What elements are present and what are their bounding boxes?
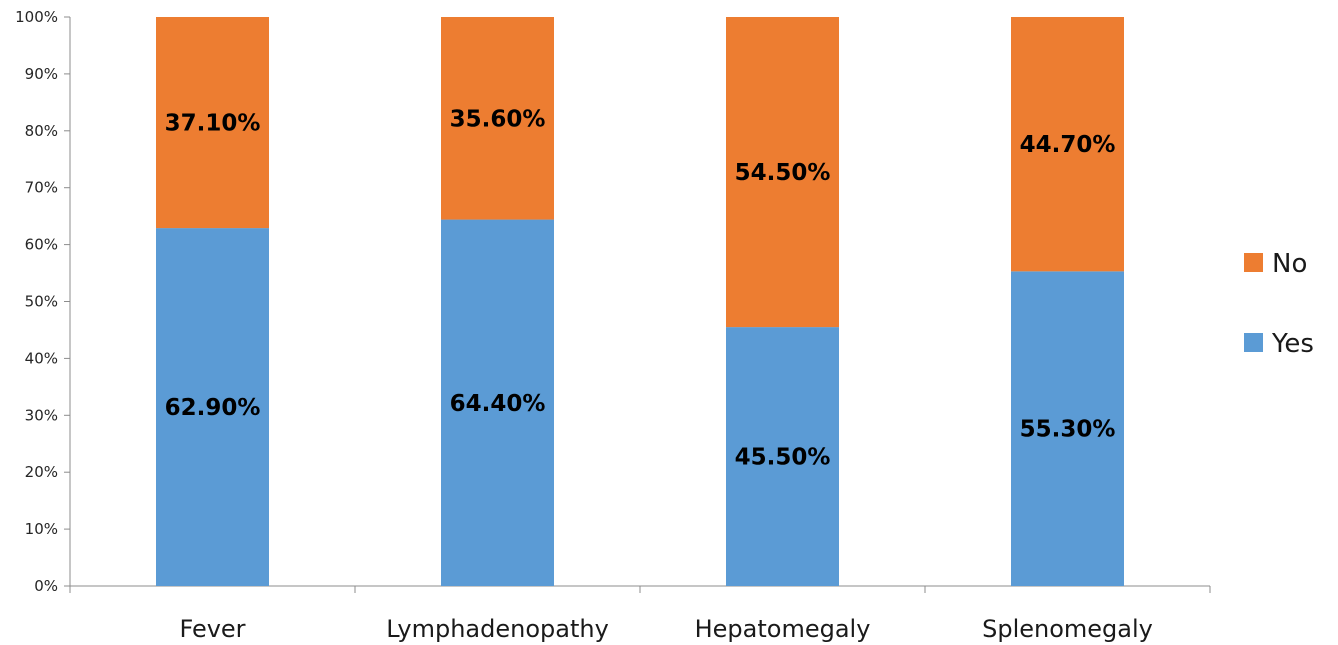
- data-label-no: 35.60%: [450, 106, 546, 132]
- bar-no-hepatomegaly: [726, 17, 839, 328]
- bars: [156, 17, 1124, 586]
- y-tick-label: 10%: [25, 520, 58, 538]
- legend: No Yes: [1244, 249, 1314, 359]
- legend-swatch-yes: [1244, 333, 1263, 352]
- bar-no-fever: [156, 17, 269, 229]
- x-category-label: Splenomegaly: [982, 615, 1153, 643]
- y-tick-label: 40%: [25, 349, 58, 367]
- data-labels: 62.90% 37.10% 64.40% 35.60% 45.50% 54.50% 55.3…: [165, 106, 1116, 470]
- bar-yes-hepatomegaly: [726, 327, 839, 586]
- data-label-yes: 62.90%: [165, 395, 261, 421]
- y-tick-label: 80%: [25, 122, 58, 140]
- y-axis: 0% 10% 20% 30% 40% 50% 60% 70% 80% 90% 100%: [15, 8, 71, 595]
- data-label-no: 37.10%: [165, 111, 261, 137]
- y-tick-label: 30%: [25, 406, 58, 424]
- y-tick-label: 20%: [25, 463, 58, 481]
- x-category-label: Fever: [179, 615, 245, 643]
- bar-yes-splenomegaly: [1011, 271, 1124, 586]
- data-label-yes: 64.40%: [450, 391, 546, 417]
- x-axis: Fever Lymphadenopathy Hepatomegaly Splenome…: [69, 585, 1211, 643]
- bar-no-splenomegaly: [1011, 17, 1124, 272]
- y-tick-label: 50%: [25, 293, 58, 311]
- data-label-yes: 45.50%: [735, 445, 831, 471]
- data-label-yes: 55.30%: [1020, 417, 1116, 443]
- legend-swatch-no: [1244, 253, 1263, 272]
- x-category-label: Lymphadenopathy: [386, 615, 609, 643]
- y-tick-label: 0%: [34, 577, 58, 595]
- y-tick-label: 70%: [25, 179, 58, 197]
- y-tick-label: 100%: [15, 8, 58, 26]
- data-label-no: 44.70%: [1020, 132, 1116, 158]
- bar-no-lymphadenopathy: [441, 17, 554, 220]
- legend-label-yes: Yes: [1271, 329, 1314, 359]
- y-tick-label: 90%: [25, 65, 58, 83]
- data-label-no: 54.50%: [735, 160, 831, 186]
- bar-yes-fever: [156, 228, 269, 586]
- legend-label-no: No: [1272, 249, 1307, 279]
- bar-yes-lymphadenopathy: [441, 219, 554, 586]
- y-tick-label: 60%: [25, 236, 58, 254]
- x-category-label: Hepatomegaly: [695, 615, 871, 643]
